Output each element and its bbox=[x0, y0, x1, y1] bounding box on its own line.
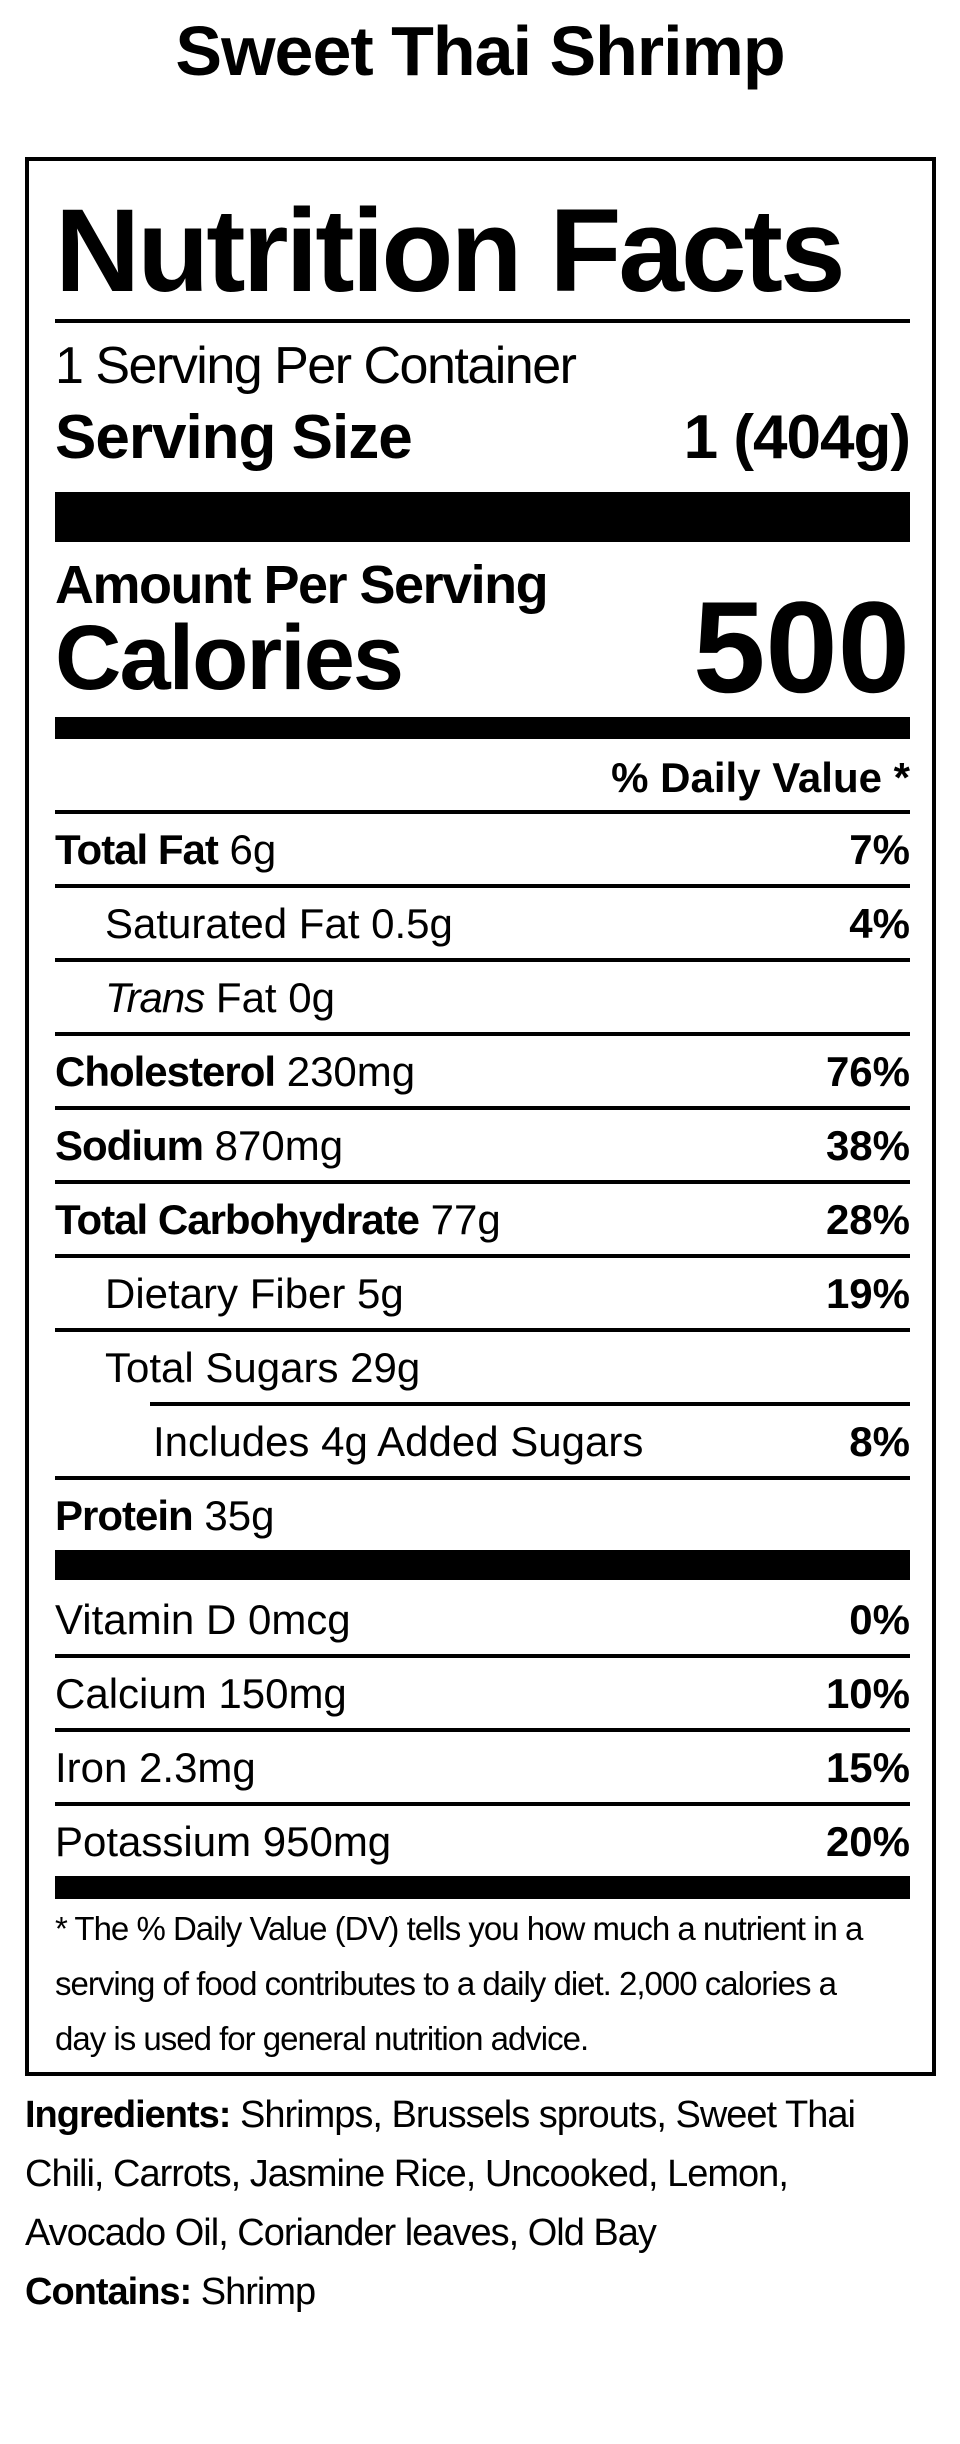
daily-value-header: % Daily Value * bbox=[611, 754, 910, 801]
ingredients-line: Chili, Carrots, Jasmine Rice, Uncooked, … bbox=[25, 2153, 789, 2195]
nutrient-dv: 20% bbox=[825, 1818, 910, 1865]
thick-bar-top bbox=[55, 492, 910, 542]
nutrient-row-cholesterol: Cholesterol 230mg 76% bbox=[55, 1032, 910, 1106]
nutrient-name: Dietary Fiber 5g bbox=[105, 1270, 404, 1317]
serving-size-value: 1 (404g) bbox=[683, 403, 911, 472]
nutrient-name: Calcium 150mg bbox=[55, 1670, 347, 1717]
nutrient-dv: 76% bbox=[825, 1048, 910, 1095]
nutrient-name: Trans Fat 0g bbox=[105, 974, 335, 1021]
contains-label: Contains: bbox=[25, 2271, 192, 2313]
footnote-line: serving of food contributes to a daily d… bbox=[55, 1965, 837, 2002]
nutrient-dv: 15% bbox=[825, 1744, 910, 1791]
footnote-line: day is used for general nutrition advice… bbox=[55, 2020, 589, 2057]
nutrient-row-vitamin-d: Vitamin D 0mcg 0% bbox=[55, 1580, 910, 1654]
heading-divider bbox=[55, 319, 910, 323]
nutrient-name: Iron 2.3mg bbox=[55, 1744, 256, 1791]
nutrient-name: Vitamin D 0mcg bbox=[55, 1596, 351, 1643]
nutrient-name: Cholesterol 230mg bbox=[55, 1048, 416, 1095]
nutrient-name: Saturated Fat 0.5g bbox=[105, 900, 453, 947]
nutrient-row-calcium: Calcium 150mg 10% bbox=[55, 1654, 910, 1728]
nutrient-name: Includes 4g Added Sugars bbox=[153, 1418, 644, 1465]
nutrient-row-total-fat: Total Fat 6g 7% bbox=[55, 810, 910, 884]
thick-bar-calories bbox=[55, 717, 910, 739]
nutrient-row-saturated-fat: Saturated Fat 0.5g 4% bbox=[55, 884, 910, 958]
nutrient-row-added-sugars: Includes 4g Added Sugars 8% bbox=[55, 1402, 910, 1476]
nutrition-facts-inner: Nutrition Facts 1 Serving Per Container … bbox=[29, 161, 932, 2072]
ingredients-line: Avocado Oil, Coriander leaves, Old Bay bbox=[25, 2212, 657, 2254]
nutrient-dv: 10% bbox=[825, 1670, 910, 1717]
nutrition-facts-label: Nutrition Facts 1 Serving Per Container … bbox=[25, 157, 936, 2076]
ingredients-label: Ingredients: bbox=[25, 2094, 231, 2136]
nutrient-dv: 4% bbox=[849, 900, 910, 947]
servings-per-container: 1 Serving Per Container bbox=[55, 337, 577, 395]
nutrient-row-iron: Iron 2.3mg 15% bbox=[55, 1728, 910, 1802]
nutrient-dv: 19% bbox=[825, 1270, 910, 1317]
page: Sweet Thai Shrimp Nutrition Facts 1 Serv… bbox=[0, 14, 960, 2322]
calories-value: 500 bbox=[693, 574, 910, 720]
calories-label: Calories bbox=[55, 607, 404, 709]
serving-size-label: Serving Size bbox=[55, 403, 413, 472]
ingredients-section: Ingredients: Shrimps, Brussels sprouts, … bbox=[25, 2086, 935, 2322]
footnote-line: * The % Daily Value (DV) tells you how m… bbox=[55, 1910, 863, 1947]
nutrient-row-potassium: Potassium 950mg 20% bbox=[55, 1802, 910, 1876]
nutrient-name: Protein 35g bbox=[55, 1492, 275, 1539]
nutrient-name: Total Sugars 29g bbox=[105, 1344, 421, 1391]
nutrient-name: Potassium 950mg bbox=[55, 1818, 392, 1865]
daily-value-footnote: * The % Daily Value (DV) tells you how m… bbox=[55, 1899, 910, 2072]
nutrient-row-total-carbohydrate: Total Carbohydrate 77g 28% bbox=[55, 1180, 910, 1254]
calories-row: Calories 500 bbox=[55, 582, 910, 712]
nutrient-name: Sodium 870mg bbox=[55, 1122, 344, 1169]
nutrient-row-total-sugars: Total Sugars 29g bbox=[55, 1328, 910, 1402]
nutrient-row-trans-fat: Trans Fat 0g bbox=[55, 958, 910, 1032]
contains-line: Contains: Shrimp bbox=[25, 2271, 316, 2313]
nutrient-row-protein: Protein 35g bbox=[55, 1476, 910, 1550]
nutrition-facts-heading: Nutrition Facts bbox=[55, 185, 846, 317]
nutrient-dv: 0% bbox=[849, 1596, 910, 1643]
thick-bar-footnote bbox=[55, 1876, 910, 1899]
nutrient-name: Total Carbohydrate 77g bbox=[55, 1196, 501, 1243]
nutrient-row-dietary-fiber: Dietary Fiber 5g 19% bbox=[55, 1254, 910, 1328]
page-title: Sweet Thai Shrimp bbox=[175, 12, 785, 90]
nutrient-dv: 8% bbox=[849, 1418, 910, 1465]
nutrient-dv: 28% bbox=[825, 1196, 910, 1243]
nutrient-dv: 7% bbox=[849, 826, 910, 873]
thick-bar-protein bbox=[55, 1550, 910, 1580]
nutrient-name: Total Fat 6g bbox=[55, 826, 277, 873]
nutrient-dv: 38% bbox=[825, 1122, 910, 1169]
serving-size-row: Serving Size 1 (404g) bbox=[55, 401, 911, 475]
amount-per-serving-label: Amount Per Serving bbox=[55, 555, 549, 615]
ingredients-line: Ingredients: Shrimps, Brussels sprouts, … bbox=[25, 2094, 856, 2136]
nutrient-row-sodium: Sodium 870mg 38% bbox=[55, 1106, 910, 1180]
